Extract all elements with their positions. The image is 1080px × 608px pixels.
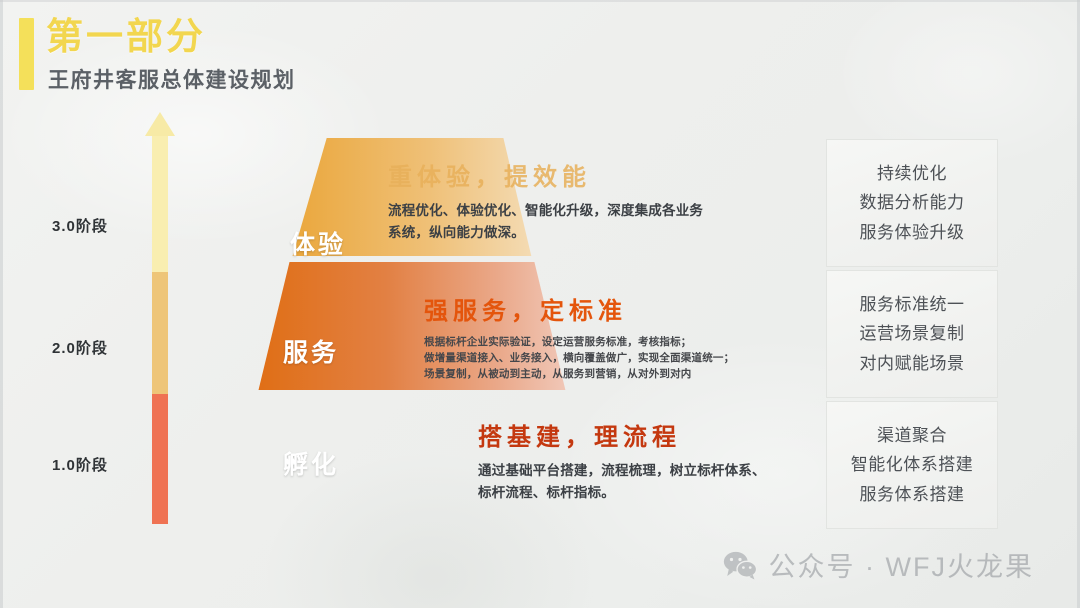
- tier-1-copy: 搭基建，理流程 通过基础平台搭建，流程梳理，树立标杆体系、标杆流程、标杆指标。: [478, 424, 778, 504]
- tier-1-heading: 搭基建，理流程: [478, 424, 681, 451]
- tier-3-copy: 重体验，提效能 流程优化、体验优化、智能化升级，深度集成各业务系统，纵向能力做深…: [388, 164, 708, 244]
- slide-right-edge: [1077, 0, 1080, 608]
- pyramid-diagram: [150, 130, 770, 530]
- outcome-card-3[interactable]: 持续优化 数据分析能力 服务体验升级: [826, 139, 998, 267]
- arrow-segment-bottom: [152, 394, 168, 524]
- outcome-card-3-text: 持续优化 数据分析能力 服务体验升级: [859, 164, 965, 242]
- tier-3-shape: [292, 138, 532, 256]
- growth-arrow: [145, 112, 175, 524]
- tier-3-heading: 重体验，提效能: [388, 164, 591, 191]
- outcome-card-1[interactable]: 渠道聚合 智能化体系搭建 服务体系搭建: [826, 401, 998, 529]
- outcome-card-1-text: 渠道聚合 智能化体系搭建 服务体系搭建: [850, 426, 974, 504]
- page-title: 第一部分: [46, 16, 206, 57]
- pyramid-tier-service[interactable]: [150, 262, 770, 390]
- slide-left-edge: [0, 0, 3, 608]
- outcome-card-2[interactable]: 服务标准统一 运营场景复制 对内赋能场景: [826, 270, 998, 398]
- arrow-head-icon: [145, 112, 175, 136]
- tier-1-body: 通过基础平台搭建，流程梳理，树立标杆体系、标杆流程、标杆指标。: [478, 462, 766, 501]
- wechat-icon: [723, 550, 757, 580]
- arrow-segment-middle: [152, 272, 168, 394]
- outcome-card-2-text: 服务标准统一 运营场景复制 对内赋能场景: [859, 295, 965, 373]
- watermark: 公众号 · WFJ火龙果: [723, 545, 1034, 584]
- tier-1-label: 孵化: [283, 451, 340, 479]
- tier-2-copy: 强服务，定标准 根据标杆企业实际验证，设定运营服务标准，考核指标； 做增量渠道接…: [424, 298, 754, 383]
- stage-label-1: 1.0阶段: [52, 457, 108, 474]
- tier-2-shape: [258, 262, 566, 390]
- tier-3-body: 流程优化、体验优化、智能化升级，深度集成各业务系统，纵向能力做深。: [388, 202, 704, 241]
- stage-label-3: 3.0阶段: [52, 218, 108, 235]
- tier-2-heading: 强服务，定标准: [424, 298, 627, 325]
- stage-label-2: 2.0阶段: [52, 340, 108, 357]
- page-subtitle: 王府井客服总体建设规划: [48, 69, 296, 92]
- tier-2-body: 根据标杆企业实际验证，设定运营服务标准，考核指标； 做增量渠道接入、业务接入，横…: [424, 335, 735, 381]
- tier-3-label: 体验: [290, 231, 347, 259]
- watermark-text: 公众号 · WFJ火龙果: [768, 552, 1034, 582]
- arrow-segment-top: [152, 136, 168, 272]
- header-accent-bar: [19, 18, 34, 90]
- tier-2-label: 服务: [283, 339, 340, 367]
- slide-top-edge: [0, 0, 1080, 2]
- pyramid-tier-experience[interactable]: [150, 138, 770, 256]
